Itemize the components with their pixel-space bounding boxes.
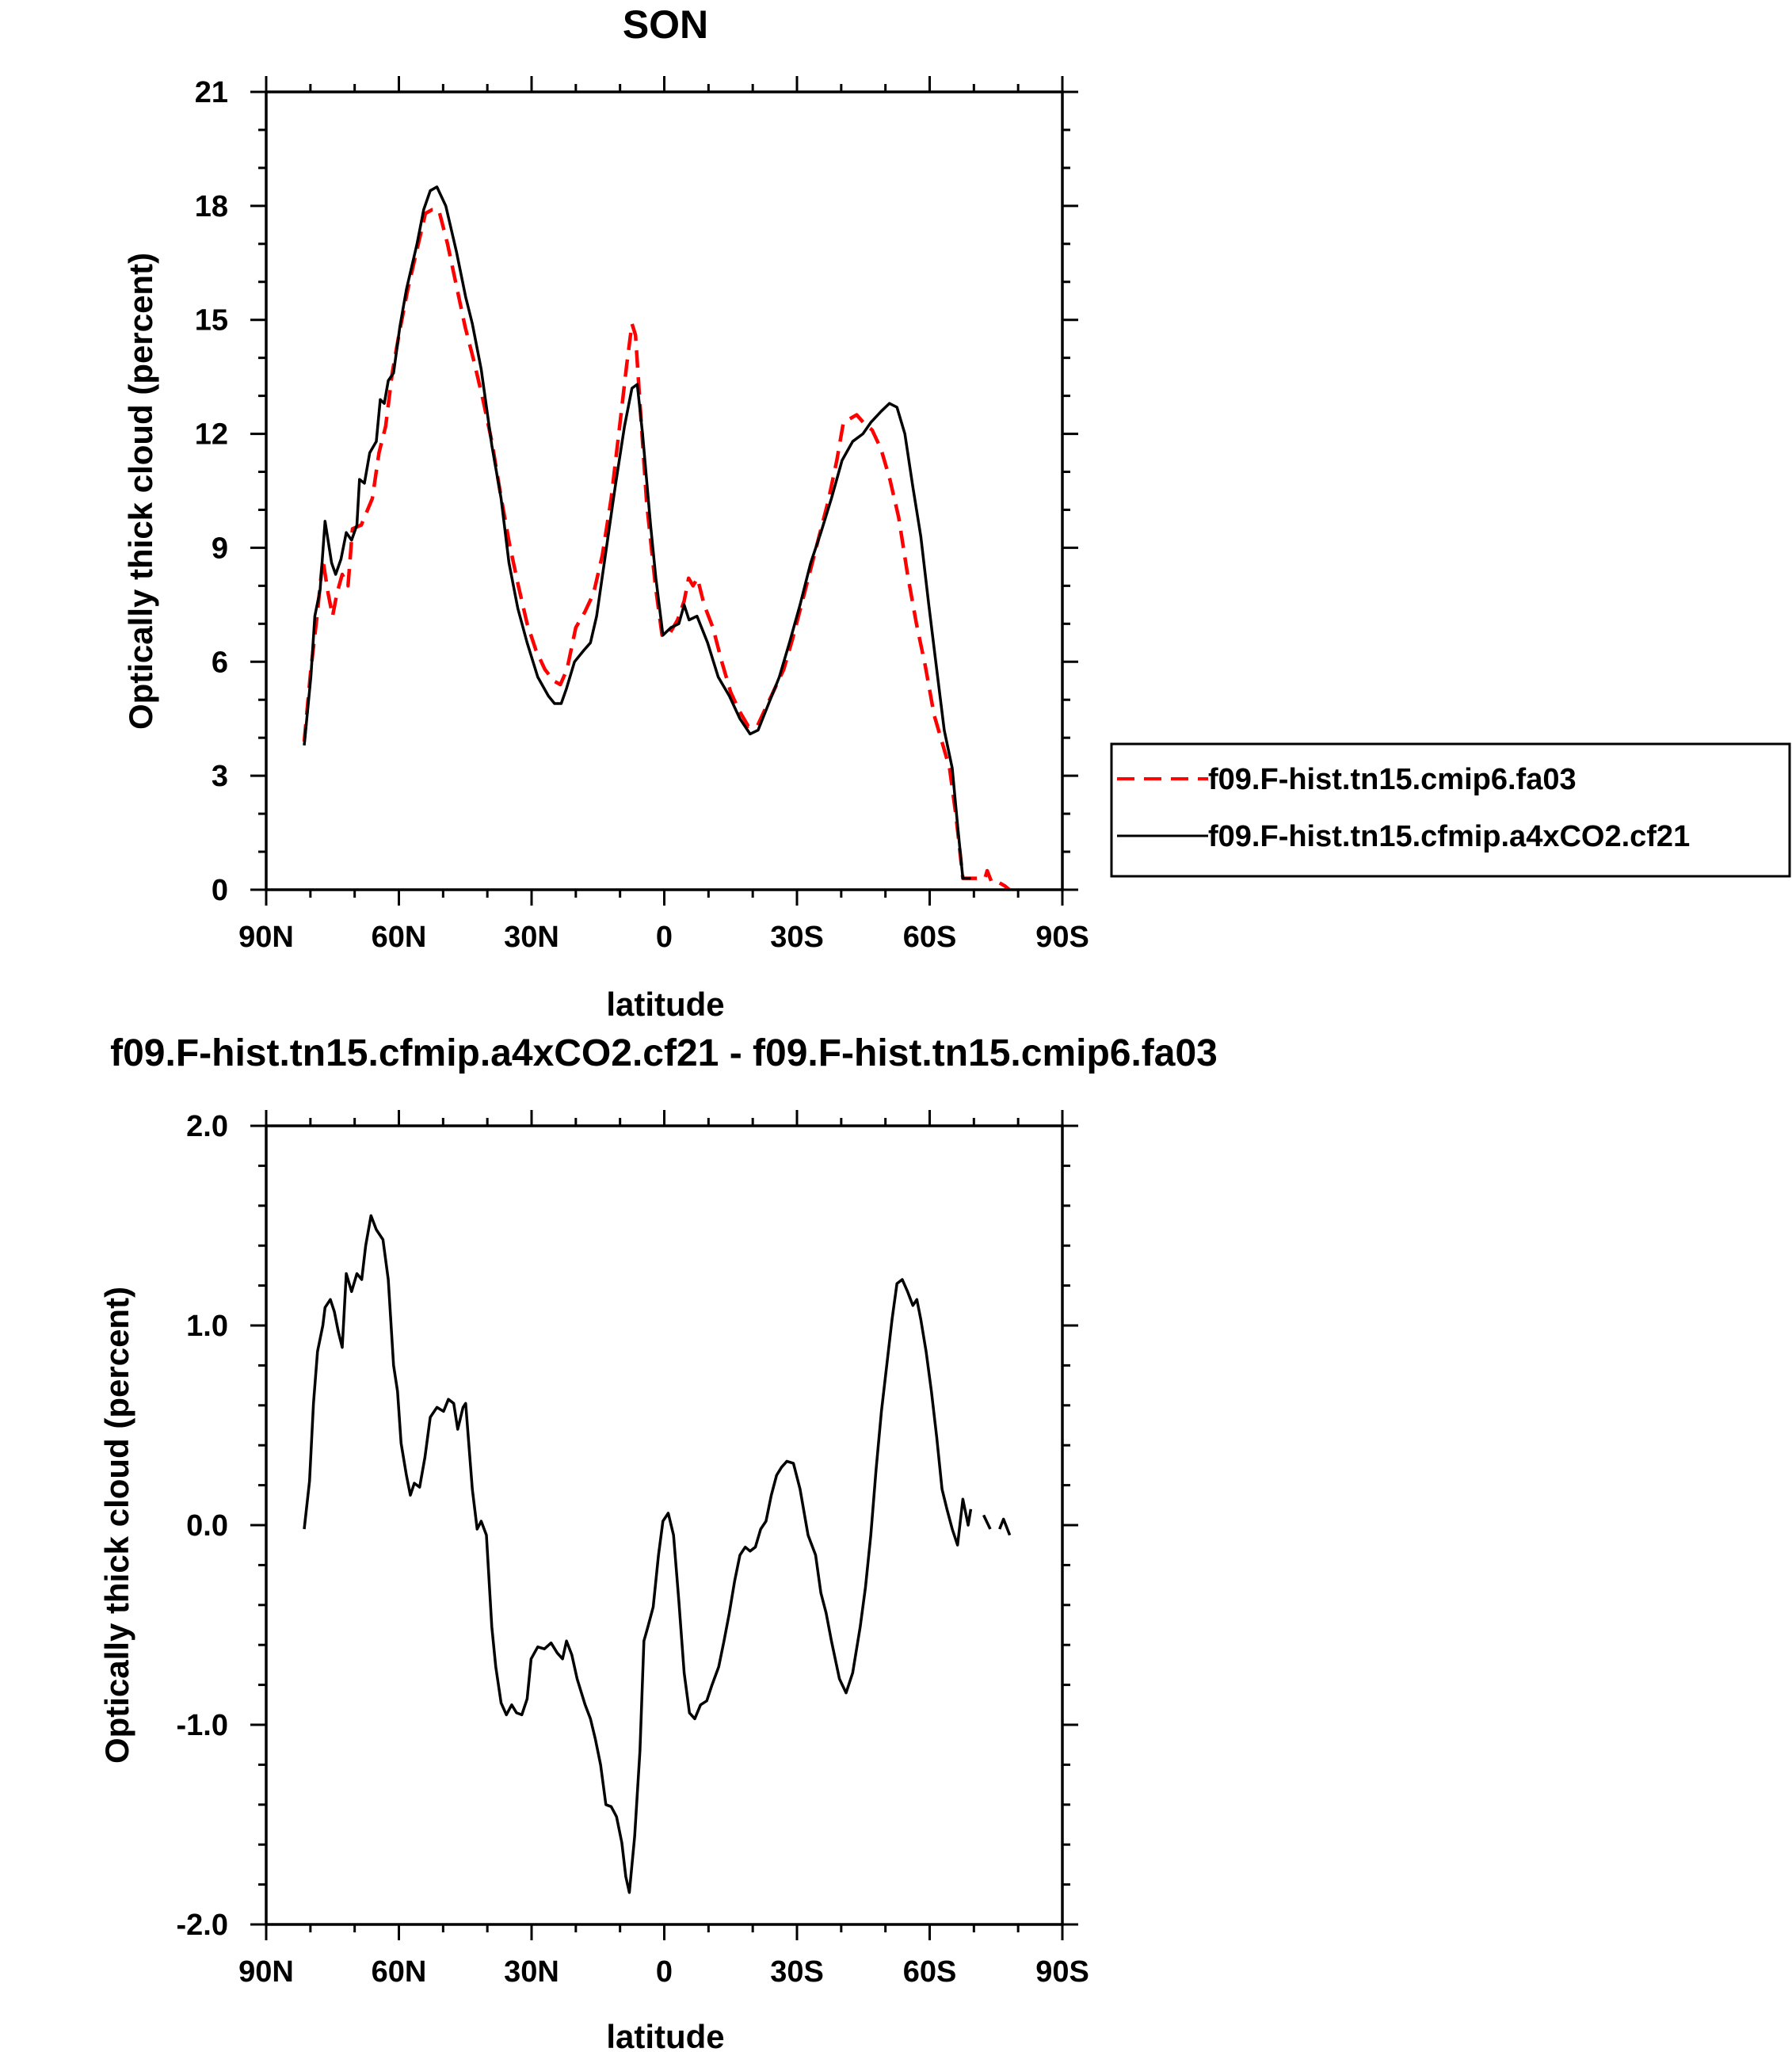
y-tick-label: 15 [195,304,228,338]
y-axis-label-top: Optically thick cloud (percent) [122,253,159,730]
series-line-a4xco2-black-solid [303,185,971,880]
plot-panel-1: 90N 60N 30N 0 30S 60S 90S 0 3 6 9 12 15 18 21 [195,76,1089,954]
legend-label-series-1: f09.F-hist.tn15.cmip6.fa03 [1208,763,1577,796]
y-tick-label: -1.0 [177,1709,228,1742]
y-tick-label: 12 [195,418,228,452]
legend-label-series-2: f09.F-hist.tn15.cfmip.a4xCO2.cf21 [1208,820,1690,853]
series-line-control-red-dashed [302,208,1011,891]
x-tick-label: 90N [238,921,294,954]
legend: f09.F-hist.tn15.cmip6.fa03 f09.F-hist.tn… [1110,742,1791,878]
x-axis-label-bottom: latitude [606,2018,724,2052]
series-line-difference-black [303,1214,973,1894]
x-tick-label: 60S [903,1955,957,1989]
x-tick-label: 30N [504,1955,559,1989]
y-tick-label: 2.0 [186,1110,228,1143]
x-tick-label: 30S [770,921,824,954]
y-tick-label: 3 [212,760,228,793]
legend-box [1110,742,1791,878]
y-tick-label: 18 [195,190,228,223]
y-tick-label: 6 [212,646,228,679]
x-tick-label: 60N [372,1955,427,1989]
y-tick-label: 9 [212,532,228,565]
chart-title-top: SON [623,2,708,47]
x-tick-label: 30S [770,1955,824,1989]
y-axis-label-bottom: Optically thick cloud (percent) [98,1287,135,1764]
plot-frame [265,1124,1064,1926]
y-tick-label: -2.0 [177,1909,228,1942]
x-tick-label: 90S [1035,1955,1089,1989]
y-tick-label: 0.0 [186,1509,228,1543]
y-tick-label: 0 [212,874,228,907]
plot-panel-2: 90N 60N 30N 0 30S 60S 90S -2.0 -1.0 0.0 1.0 2.0 [177,1110,1089,1989]
series-line-difference-black [998,1517,1012,1536]
x-tick-label: 30N [504,921,559,954]
x-tick-label: 0 [656,921,673,954]
x-tick-label: 90S [1035,921,1089,954]
plot-frame [265,90,1064,891]
chart-title-bottom: f09.F-hist.tn15.cfmip.a4xCO2.cf21 - f09.… [110,1032,1218,1074]
y-tick-label: 1.0 [186,1310,228,1343]
y-tick-label: 21 [195,76,228,109]
x-tick-label: 60N [372,921,427,954]
x-tick-label: 90N [238,1955,294,1989]
x-axis-label-top: latitude [606,986,724,1023]
series-line-difference-black [982,1514,992,1530]
x-tick-label: 60S [903,921,957,954]
x-tick-label: 0 [656,1955,673,1989]
